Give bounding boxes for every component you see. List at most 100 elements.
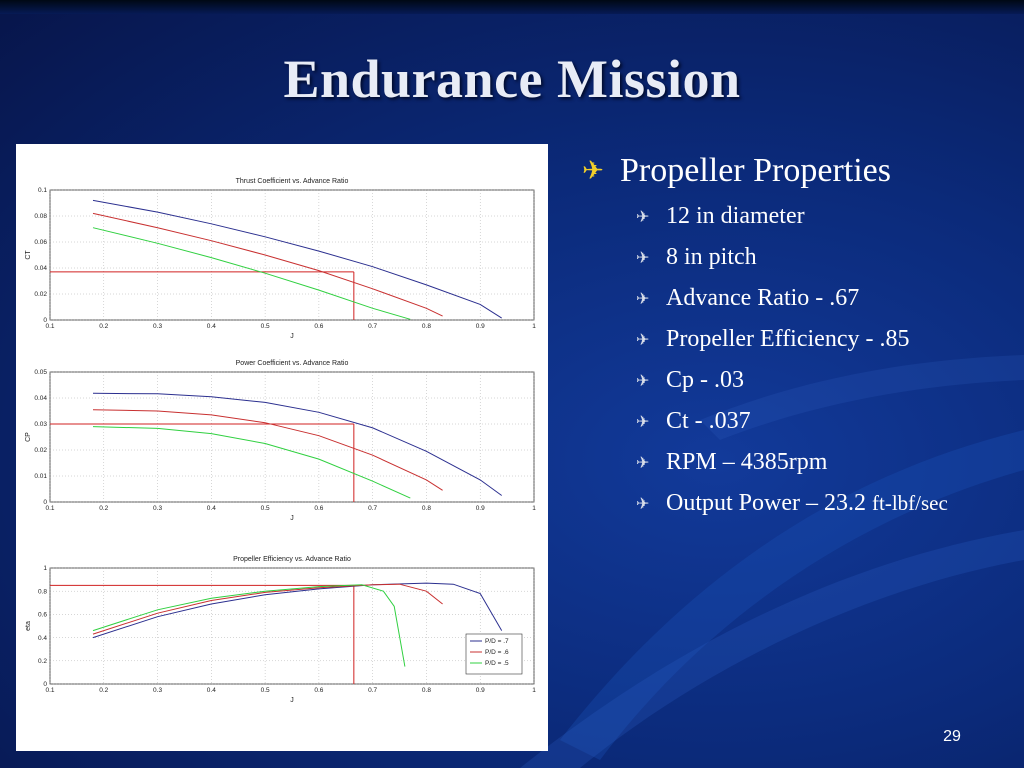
bullet-main-text: Propeller Properties bbox=[620, 152, 891, 189]
airplane-icon: ✈ bbox=[636, 494, 650, 513]
y-tick-label: 0.04 bbox=[34, 395, 47, 402]
x-tick-label: 0.9 bbox=[476, 687, 485, 694]
series-line-1 bbox=[92, 392, 502, 496]
chart-panel-3: Propeller Efficiency vs. Advance Ratio 0.… bbox=[25, 556, 536, 704]
bullet-text: Advance Ratio - .67 bbox=[666, 285, 860, 311]
bullet-item: ✈ Output Power – 23.2 ft-lbf/sec bbox=[636, 483, 1012, 524]
airplane-icon: ✈ bbox=[636, 330, 650, 349]
y-axis-label: CT bbox=[25, 250, 32, 260]
series-line-3 bbox=[92, 426, 411, 499]
x-tick-label: 0.4 bbox=[207, 505, 216, 512]
legend-entry: P/D = .7 bbox=[485, 638, 509, 645]
plot-area bbox=[49, 189, 535, 321]
x-tick-label: 0.2 bbox=[99, 505, 108, 512]
x-tick-label: 0.9 bbox=[476, 505, 485, 512]
chart-legend: P/D = .7 P/D = .6 P/D = .5 bbox=[465, 633, 523, 675]
bullet-text: 12 in diameter bbox=[666, 203, 805, 229]
x-tick-label: 0.6 bbox=[314, 505, 323, 512]
x-tick-label: 0.8 bbox=[422, 505, 431, 512]
bullet-item: ✈ RPM – 4385rpm bbox=[636, 442, 1012, 483]
y-axis-label: CP bbox=[25, 432, 32, 442]
y-tick-label: 0 bbox=[43, 681, 47, 688]
series-line-3 bbox=[92, 227, 411, 320]
series-line-2 bbox=[92, 212, 443, 317]
airplane-icon: ✈ bbox=[636, 412, 650, 431]
airplane-icon: ✈ bbox=[636, 248, 650, 267]
bullet-text: Output Power – 23.2 bbox=[666, 490, 866, 516]
y-tick-label: 0.2 bbox=[38, 658, 47, 665]
y-tick-label: 0.02 bbox=[34, 447, 47, 454]
x-tick-label: 0.9 bbox=[476, 323, 485, 330]
x-tick-label: 0.6 bbox=[314, 687, 323, 694]
airplane-icon: ✈ bbox=[636, 453, 650, 472]
chart-title: Power Coefficient vs. Advance Ratio bbox=[236, 360, 349, 367]
x-tick-label: 0.1 bbox=[45, 323, 54, 330]
x-axis-label: J bbox=[290, 515, 294, 522]
series-line-2 bbox=[92, 409, 443, 491]
x-axis-label: J bbox=[290, 697, 294, 704]
x-tick-label: 1 bbox=[532, 687, 536, 694]
x-tick-label: 0.2 bbox=[99, 687, 108, 694]
y-tick-label: 0.03 bbox=[34, 421, 47, 428]
bullet-item: ✈ Cp - .03 bbox=[636, 360, 1012, 401]
bullet-text: 8 in pitch bbox=[666, 244, 757, 270]
legend-entry: P/D = .5 bbox=[485, 660, 509, 667]
y-axis-label: eta bbox=[25, 621, 32, 631]
x-tick-label: 0.5 bbox=[261, 687, 270, 694]
x-tick-label: 0.3 bbox=[153, 505, 162, 512]
y-tick-label: 0 bbox=[43, 499, 47, 506]
x-tick-label: 1 bbox=[532, 323, 536, 330]
bullet-item: ✈ 12 in diameter bbox=[636, 196, 1012, 237]
chart-panel-2: Power Coefficient vs. Advance Ratio 0.1 0.… bbox=[25, 360, 536, 522]
y-tick-label: 0 bbox=[43, 317, 47, 324]
x-tick-label: 0.1 bbox=[45, 687, 54, 694]
bullet-item: ✈ Advance Ratio - .67 bbox=[636, 278, 1012, 319]
y-tick-label: 0.05 bbox=[34, 369, 47, 376]
bullet-item: ✈ Propeller Efficiency - .85 bbox=[636, 319, 1012, 360]
bullet-text: Ct - .037 bbox=[666, 408, 751, 434]
bullet-item: ✈ 8 in pitch bbox=[636, 237, 1012, 278]
airplane-icon: ✈ bbox=[636, 207, 650, 226]
series-line-2 bbox=[92, 583, 443, 635]
bullet-text: RPM – 4385rpm bbox=[666, 449, 828, 475]
y-tick-label: 0.8 bbox=[38, 588, 47, 595]
x-tick-label: 0.7 bbox=[368, 687, 377, 694]
x-axis-label: J bbox=[290, 333, 294, 340]
x-tick-label: 0.6 bbox=[314, 323, 323, 330]
y-tick-label: 0.01 bbox=[34, 473, 47, 480]
x-tick-label: 0.5 bbox=[261, 505, 270, 512]
top-bar bbox=[0, 0, 1024, 14]
y-tick-label: 0.08 bbox=[34, 213, 47, 220]
x-tick-label: 0.3 bbox=[153, 323, 162, 330]
x-tick-label: 0.4 bbox=[207, 687, 216, 694]
x-tick-label: 0.1 bbox=[45, 505, 54, 512]
y-tick-label: 1 bbox=[43, 565, 47, 572]
bullet-text: Propeller Efficiency - .85 bbox=[666, 326, 910, 352]
bullet-text: Cp - .03 bbox=[666, 367, 744, 393]
page-number: 29 bbox=[943, 728, 961, 745]
series-line-1 bbox=[92, 582, 503, 639]
x-tick-label: 0.3 bbox=[153, 687, 162, 694]
y-tick-label: 0.4 bbox=[38, 635, 47, 642]
bullet-main: ✈ Propeller Properties bbox=[582, 152, 1012, 190]
slide-title: Endurance Mission bbox=[283, 49, 741, 109]
x-tick-label: 1 bbox=[532, 505, 536, 512]
x-tick-label: 0.8 bbox=[422, 687, 431, 694]
legend-entry: P/D = .6 bbox=[485, 649, 509, 656]
airplane-icon: ✈ bbox=[582, 156, 604, 186]
x-tick-label: 0.4 bbox=[207, 323, 216, 330]
x-tick-label: 0.8 bbox=[422, 323, 431, 330]
x-tick-label: 0.2 bbox=[99, 323, 108, 330]
y-tick-label: 0.06 bbox=[34, 239, 47, 246]
x-tick-label: 0.5 bbox=[261, 323, 270, 330]
y-tick-label: 0.04 bbox=[34, 265, 47, 272]
bullet-list: ✈ Propeller Properties ✈ 12 in diameter … bbox=[582, 152, 1012, 524]
series-line-3 bbox=[92, 584, 406, 667]
y-tick-label: 0.6 bbox=[38, 612, 47, 619]
series-line-1 bbox=[92, 199, 502, 319]
plot-area bbox=[49, 371, 535, 503]
chart-figure: Thrust Coefficient vs. Advance Ratio 0.1 0… bbox=[16, 144, 548, 751]
bullet-unit: ft-lbf/sec bbox=[872, 491, 948, 515]
